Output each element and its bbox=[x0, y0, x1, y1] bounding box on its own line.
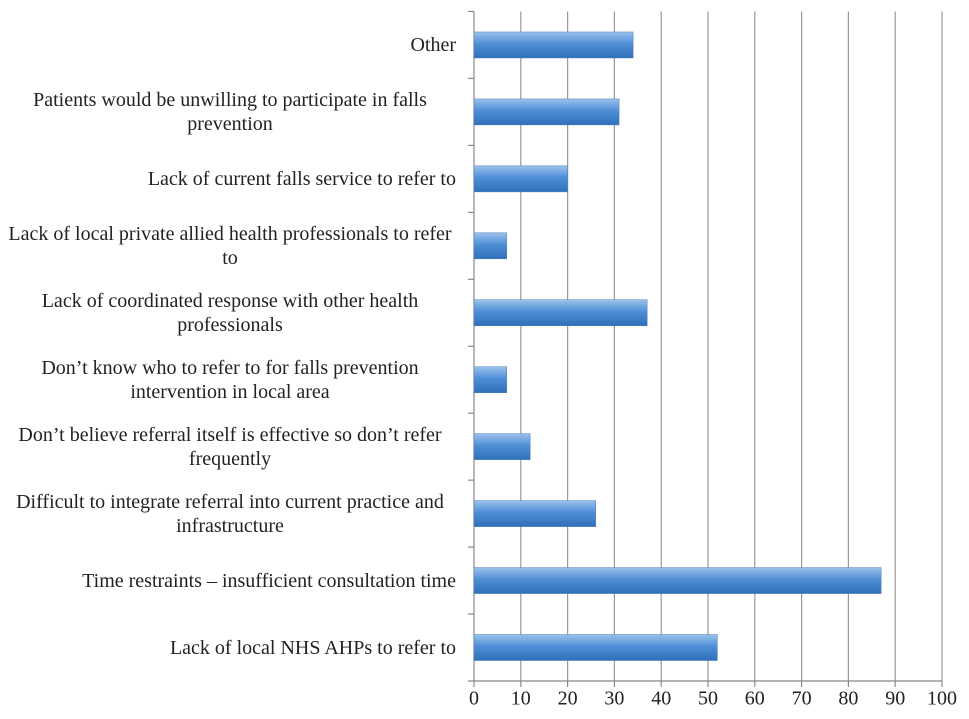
y-tick-label: Lack of current falls service to refer t… bbox=[4, 145, 456, 212]
y-tick-label: Time restraints – insufficient consultat… bbox=[4, 547, 456, 614]
x-tick-label: 40 bbox=[651, 688, 671, 710]
x-tick-label: 100 bbox=[927, 688, 957, 710]
y-tick-label: Lack of local private allied health prof… bbox=[4, 212, 456, 279]
category-text: Lack of current falls service to refer t… bbox=[147, 167, 456, 190]
category-text: Lack of coordinated response with other … bbox=[41, 289, 419, 336]
bar bbox=[473, 433, 531, 460]
category-text: Patients would be unwilling to participa… bbox=[33, 88, 427, 135]
category-text: Don’t know who to refer to for falls pre… bbox=[41, 356, 419, 403]
y-tick-label: Lack of coordinated response with other … bbox=[4, 279, 456, 346]
category-text: Time restraints – insufficient consultat… bbox=[82, 569, 456, 592]
x-tick-label: 20 bbox=[558, 688, 578, 710]
bar bbox=[473, 299, 648, 327]
x-tick-label: 0 bbox=[469, 688, 479, 710]
category-text: Difficult to integrate referral into cur… bbox=[16, 490, 444, 537]
category-text: Don’t believe referral itself is effecti… bbox=[18, 423, 442, 470]
bar bbox=[473, 634, 718, 661]
y-tick-label: Other bbox=[4, 12, 456, 79]
x-tick-label: 70 bbox=[792, 688, 812, 710]
bar bbox=[473, 31, 634, 59]
bar bbox=[473, 366, 508, 393]
x-tick-label: 50 bbox=[698, 688, 718, 710]
bar bbox=[473, 98, 620, 126]
x-tick-label: 60 bbox=[745, 688, 765, 710]
category-text: Lack of local NHS AHPs to refer to bbox=[169, 636, 456, 659]
category-text: Lack of local private allied health prof… bbox=[8, 222, 452, 269]
category-text: Other bbox=[410, 33, 456, 56]
bar bbox=[473, 500, 596, 527]
x-tick-label: 80 bbox=[838, 688, 858, 710]
bar bbox=[473, 567, 882, 594]
y-tick-label: Don’t believe referral itself is effecti… bbox=[4, 413, 456, 480]
y-tick-label: Don’t know who to refer to for falls pre… bbox=[4, 346, 456, 413]
bar bbox=[473, 232, 508, 260]
y-tick-label: Difficult to integrate referral into cur… bbox=[4, 480, 456, 547]
x-tick-label: 30 bbox=[604, 688, 624, 710]
y-tick-label: Patients would be unwilling to participa… bbox=[4, 78, 456, 145]
x-tick-label: 90 bbox=[885, 688, 905, 710]
x-tick-label: 10 bbox=[511, 688, 531, 710]
y-tick-label: Lack of local NHS AHPs to refer to bbox=[4, 614, 456, 681]
bar bbox=[473, 165, 568, 193]
